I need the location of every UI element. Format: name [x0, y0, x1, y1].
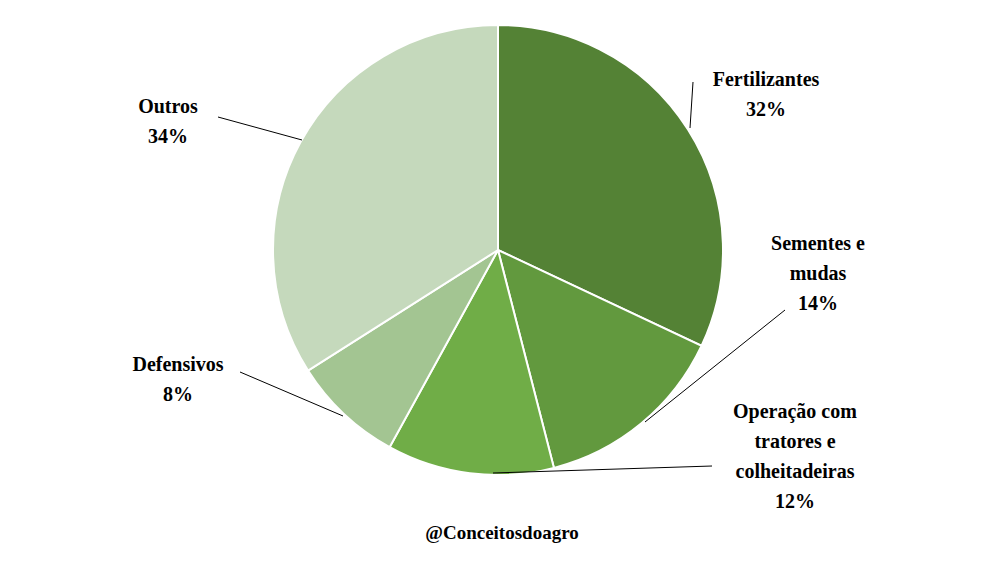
svg-text:Fertilizantes32%: Fertilizantes32% [713, 68, 820, 120]
svg-text:Operação comtratores ecolheita: Operação comtratores ecolheitadeiras12% [733, 400, 857, 512]
svg-text:Sementes emudas14%: Sementes emudas14% [771, 232, 865, 314]
html-text:@Conceitosdoagro: @Conceitosdoagro [425, 522, 579, 543]
svg-text:Outros34%: Outros34% [138, 95, 198, 147]
svg-text:Defensivos8%: Defensivos8% [132, 353, 223, 405]
